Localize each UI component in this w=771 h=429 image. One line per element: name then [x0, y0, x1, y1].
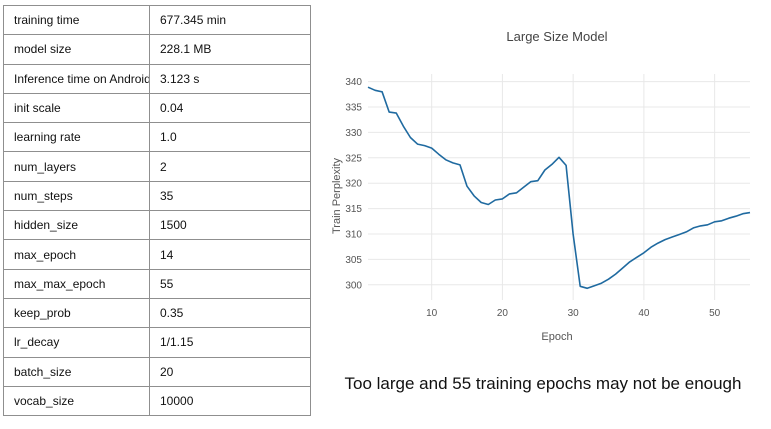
x-tick-label: 10: [426, 308, 438, 319]
parameter-value: 0.35: [149, 297, 311, 329]
table-row: vocab_size 10000: [3, 385, 311, 417]
parameter-name: Inference time on Android: [3, 63, 150, 94]
parameter-value: 677.345 min: [149, 4, 311, 36]
table-row: init scale 0.04: [3, 92, 311, 124]
y-tick-label: 315: [345, 204, 362, 215]
table-row: model size 228.1 MB: [3, 34, 311, 65]
table-row: learning rate 1.0: [3, 122, 311, 153]
parameter-name: vocab_size: [3, 385, 150, 417]
parameter-value: 1500: [149, 210, 311, 241]
table-row: batch_size 20: [3, 356, 311, 387]
line-chart: Large Size Model 300 305 310 315 320 325 330 33…: [331, 29, 751, 343]
caption-text: Too large and 55 training epochs may not…: [344, 374, 742, 393]
table-row: hidden_size 1500: [3, 210, 311, 241]
parameter-value: 10000: [149, 385, 311, 417]
parameter-name: training time: [3, 4, 150, 36]
table-row: num_layers 2: [3, 151, 311, 182]
table-row: training time 677.345 min: [3, 4, 311, 36]
parameter-name: init scale: [3, 92, 150, 124]
parameter-value: 1/1.15: [149, 327, 311, 358]
y-tick-label: 320: [345, 179, 362, 190]
table-row: keep_prob 0.35: [3, 297, 311, 329]
y-tick-label: 300: [345, 280, 362, 291]
parameter-value: 3.123 s: [149, 63, 311, 94]
table-row: max_max_epoch 55: [3, 268, 311, 299]
y-tick-label: 330: [345, 128, 362, 139]
parameter-value: 228.1 MB: [149, 34, 311, 65]
parameter-name: batch_size: [3, 356, 150, 387]
table-row: lr_decay 1/1.15: [3, 327, 311, 358]
table-row: max_epoch 14: [3, 239, 311, 270]
chart-title: Large Size Model: [506, 29, 607, 44]
parameter-table: training time 677.345 min model size 228.1 …: [3, 4, 311, 417]
x-tick-label: 20: [497, 308, 509, 319]
parameter-value: 35: [149, 180, 311, 212]
parameter-name: hidden_size: [3, 210, 150, 241]
parameter-name: num_steps: [3, 180, 150, 212]
parameter-value: 55: [149, 268, 311, 299]
parameter-name: model size: [3, 34, 150, 65]
table-row: num_steps 35: [3, 180, 311, 212]
x-axis-label: Epoch: [541, 331, 572, 343]
table-row: Inference time on Android 3.123 s: [3, 63, 311, 94]
x-tick-label: 40: [638, 308, 650, 319]
x-tick-label: 50: [709, 308, 721, 319]
parameter-value: 14: [149, 239, 311, 270]
parameter-name: lr_decay: [3, 327, 150, 358]
parameter-value: 2: [149, 151, 311, 182]
y-tick-label: 325: [345, 153, 362, 164]
y-tick-label: 305: [345, 255, 362, 266]
parameter-name: max_epoch: [3, 239, 150, 270]
parameter-name: max_max_epoch: [3, 268, 150, 299]
parameter-value: 20: [149, 356, 311, 387]
series-line-train-perplexity: [367, 86, 751, 290]
y-tick-label: 310: [345, 229, 362, 240]
y-tick-label: 335: [345, 103, 362, 114]
y-axis-label: Train Perplexity: [331, 158, 343, 235]
y-tick-label: 340: [345, 77, 362, 88]
parameter-name: num_layers: [3, 151, 150, 182]
parameter-value: 0.04: [149, 92, 311, 124]
parameter-name: keep_prob: [3, 297, 150, 329]
x-tick-label: 30: [568, 308, 580, 319]
parameter-value: 1.0: [149, 122, 311, 153]
parameter-name: learning rate: [3, 122, 150, 153]
